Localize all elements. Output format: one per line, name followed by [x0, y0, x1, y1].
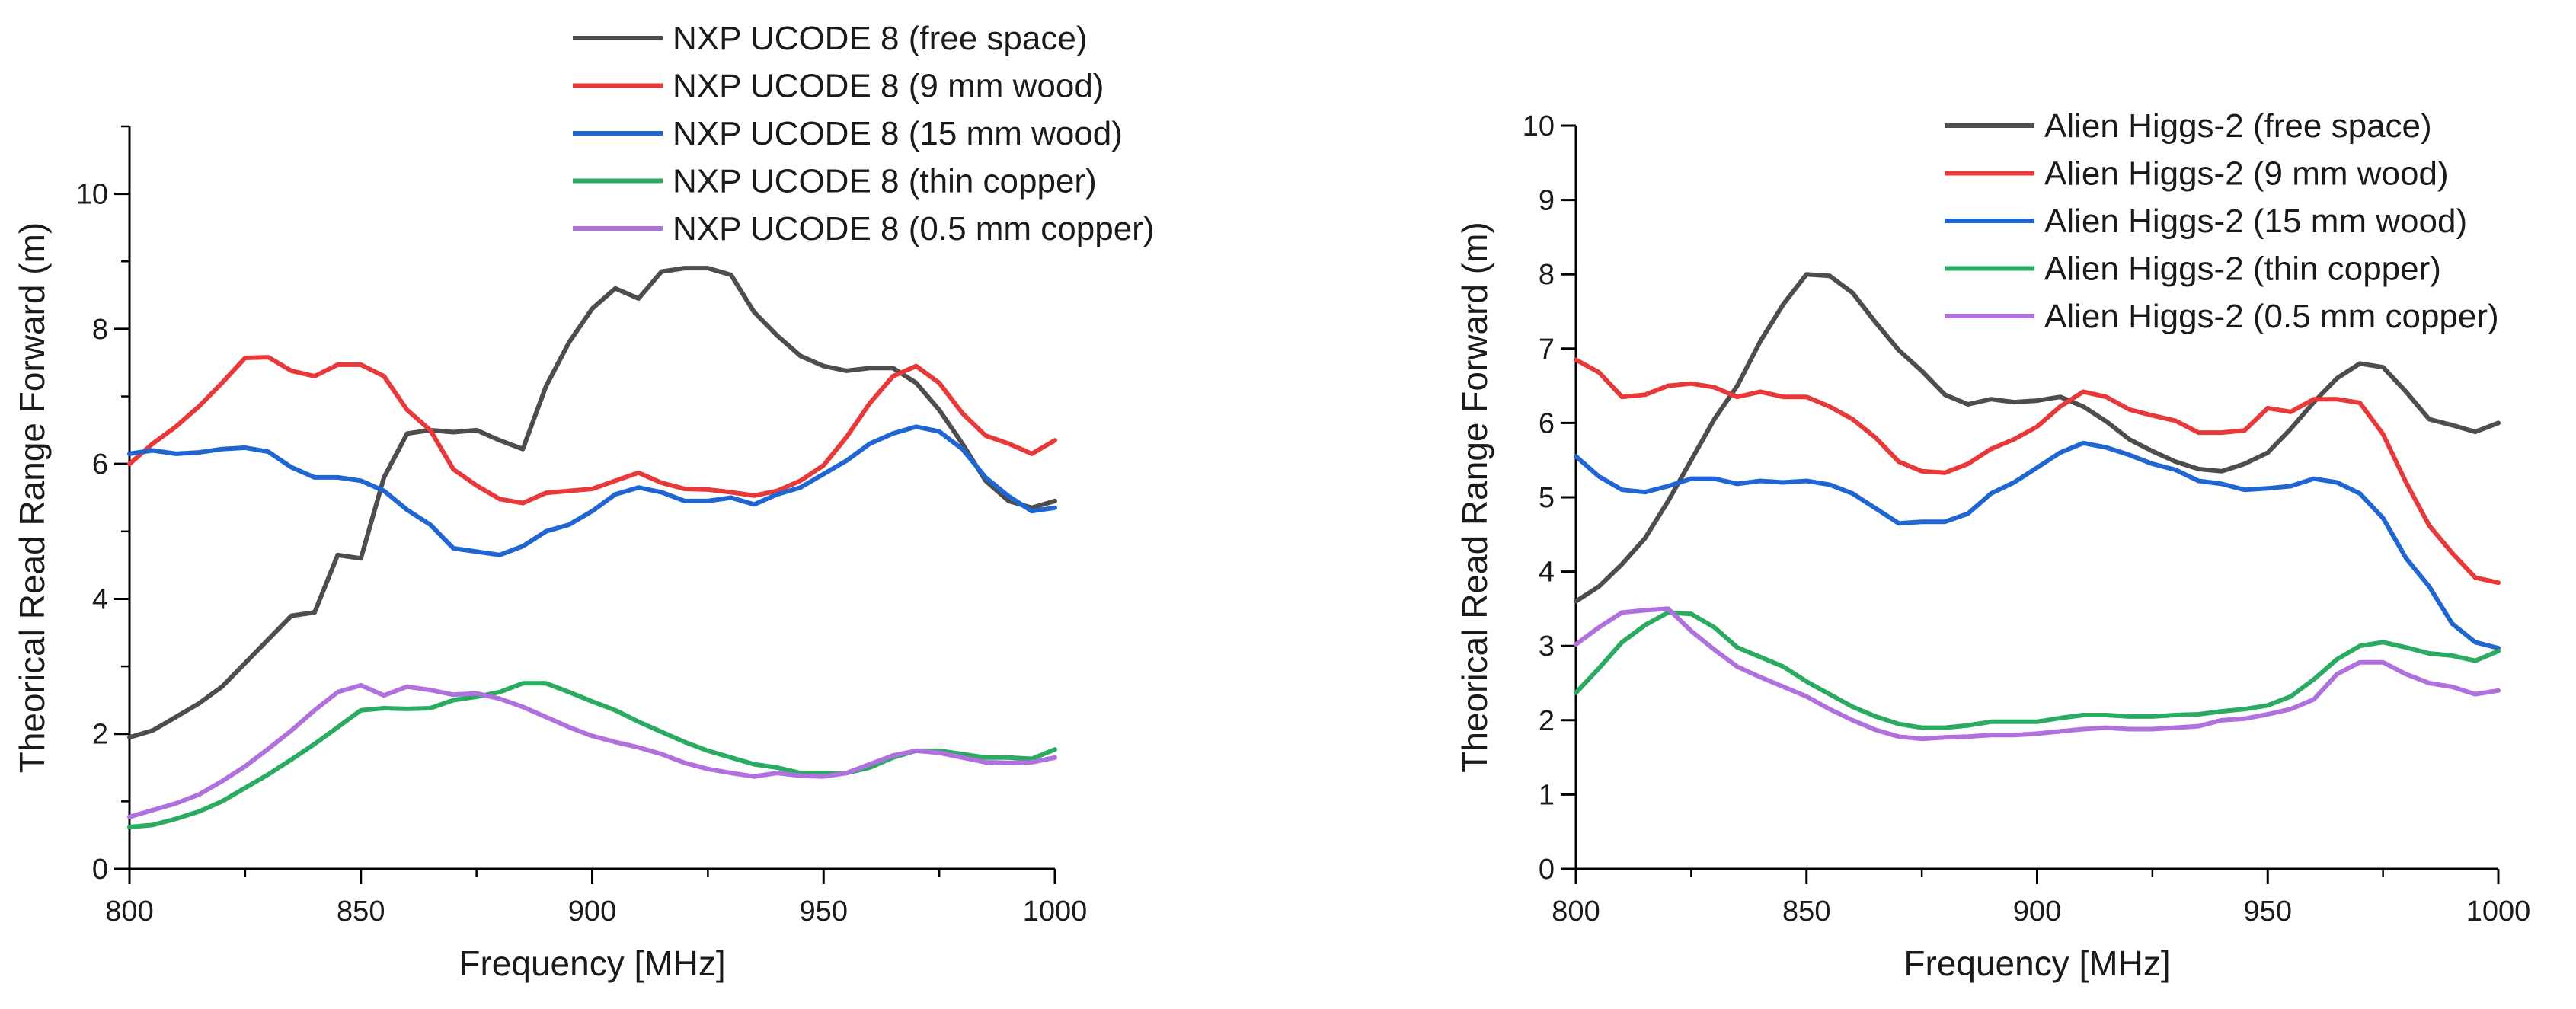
x-tick-label: 1000: [2466, 896, 2531, 928]
y-tick-label: 9: [1539, 185, 1555, 217]
legend-label: NXP UCODE 8 (9 mm wood): [673, 68, 1104, 105]
x-tick-label: 1000: [1023, 896, 1088, 928]
x-axis-title: Frequency [MHz]: [1903, 944, 2170, 983]
y-tick-label: 8: [1539, 259, 1555, 291]
series-line-5: [127, 682, 1057, 819]
y-tick-label: 0: [1539, 854, 1555, 886]
y-tick-label: 1: [1539, 779, 1555, 811]
series-line-2: [1574, 357, 2501, 586]
legend-label: Alien Higgs-2 (free space): [2044, 107, 2432, 145]
legend-label: Alien Higgs-2 (0.5 mm copper): [2044, 298, 2499, 335]
x-tick-label: 800: [1552, 896, 1600, 928]
chart-nxp-ucode-8: 800 850 900 950 1000 0 2 4 6 8 10 Frequency [MHz] Th…: [12, 20, 1154, 983]
y-tick-label: 6: [1539, 407, 1555, 439]
legend-label: NXP UCODE 8 (15 mm wood): [673, 115, 1123, 152]
legend-label: NXP UCODE 8 (thin copper): [673, 163, 1097, 200]
series-line-4: [1574, 610, 2501, 730]
x-tick-label: 900: [568, 896, 616, 928]
y-tick-label: 2: [92, 719, 108, 751]
y-tick-label: 10: [76, 179, 108, 211]
legend-label: Alien Higgs-2 (15 mm wood): [2044, 203, 2467, 240]
x-axis-title: Frequency [MHz]: [459, 944, 725, 983]
y-tick-label: 4: [1539, 557, 1555, 589]
x-tick-label: 800: [105, 896, 153, 928]
y-tick-label: 5: [1539, 482, 1555, 514]
x-tick-label: 850: [1782, 896, 1830, 928]
legend-label: Alien Higgs-2 (thin copper): [2044, 251, 2441, 288]
x-tick-label: 950: [800, 896, 848, 928]
y-tick-label: 3: [1539, 631, 1555, 663]
y-tick-label: 6: [92, 449, 108, 481]
x-tick-label: 950: [2244, 896, 2292, 928]
chart-alien-higgs-2: 800 850 900 950 1000 0 1 2 3 4 5 6 7 8 9 10 Frequency [M…: [1455, 107, 2530, 983]
series-line-3: [1574, 440, 2501, 651]
legend-label: NXP UCODE 8 (0.5 mm copper): [673, 210, 1154, 247]
y-tick-label: 0: [92, 854, 108, 886]
x-tick-label: 900: [2013, 896, 2061, 928]
series-line-5: [1574, 606, 2501, 742]
y-tick-label: 4: [92, 583, 108, 615]
series-line-2: [127, 355, 1057, 506]
x-tick-label: 850: [337, 896, 385, 928]
legend-label: NXP UCODE 8 (free space): [673, 20, 1087, 57]
series-line-3: [127, 424, 1057, 557]
series-line-1: [1574, 272, 2501, 604]
y-tick-label: 7: [1539, 334, 1555, 366]
y-tick-label: 10: [1523, 110, 1555, 142]
y-tick-label: 8: [92, 314, 108, 346]
y-axis-title: Theorical Read Range Forward (m): [12, 222, 52, 774]
y-axis-title: Theorical Read Range Forward (m): [1455, 222, 1494, 773]
series-line-4: [127, 681, 1057, 829]
series-line-1: [127, 266, 1057, 740]
legend-label: Alien Higgs-2 (9 mm wood): [2044, 155, 2449, 193]
y-tick-label: 2: [1539, 705, 1555, 737]
